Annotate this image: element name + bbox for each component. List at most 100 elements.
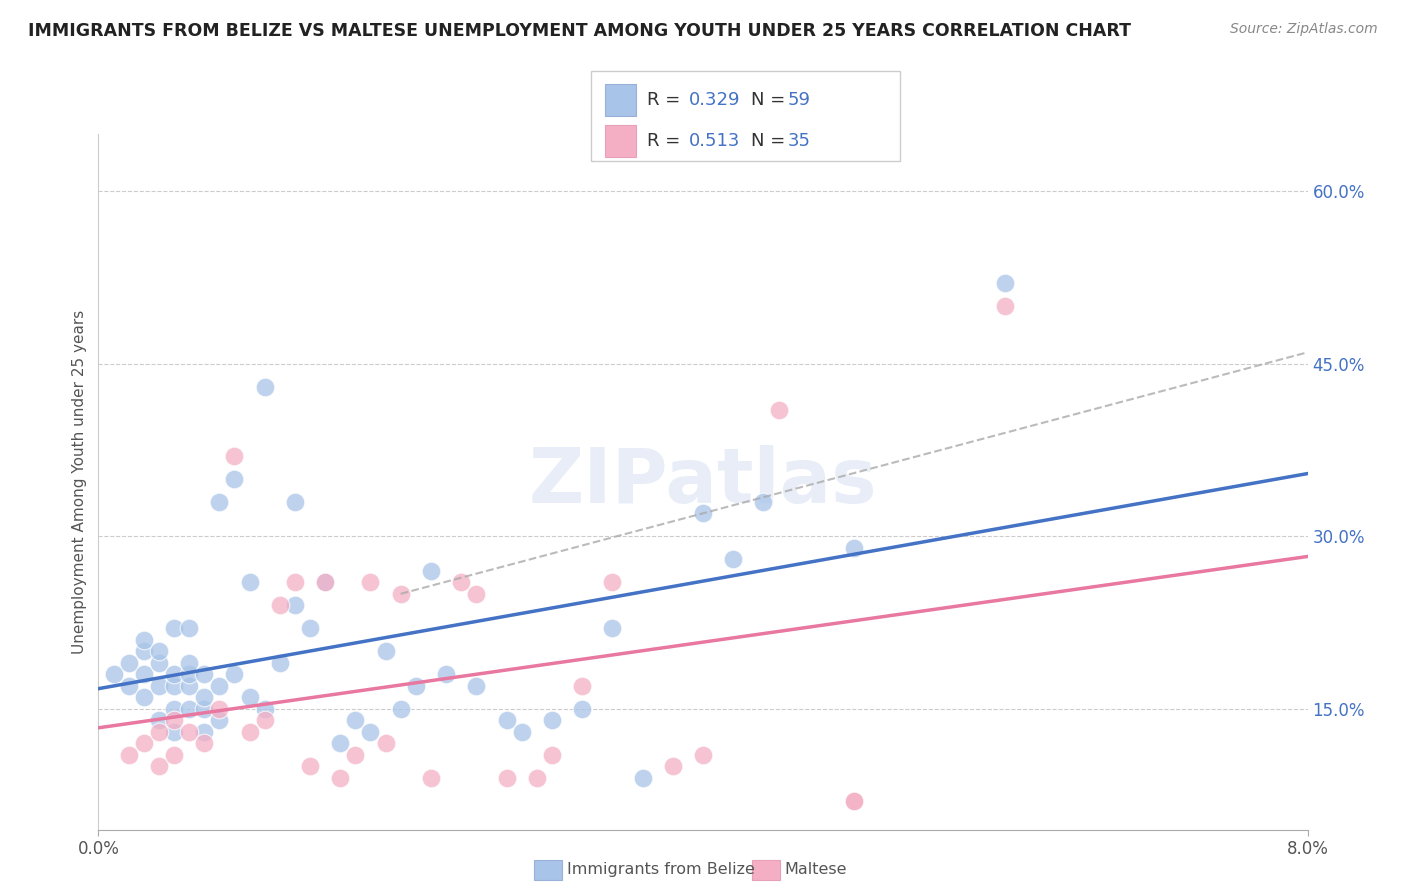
Point: [118, 679, 141, 693]
Point: [253, 714, 276, 728]
Point: [132, 690, 155, 705]
Point: [994, 299, 1017, 313]
Point: [179, 679, 201, 693]
Text: R =: R =: [647, 91, 686, 109]
Point: [193, 690, 215, 705]
Point: [526, 771, 548, 785]
Point: [329, 736, 352, 750]
Point: [179, 667, 201, 681]
Point: [420, 564, 443, 578]
Point: [374, 644, 396, 658]
Point: [374, 736, 396, 750]
Point: [118, 747, 141, 762]
Point: [193, 724, 215, 739]
Point: [844, 794, 866, 808]
Point: [269, 656, 291, 670]
Point: [450, 575, 472, 590]
Point: [465, 679, 488, 693]
Point: [132, 736, 155, 750]
Text: 0.329: 0.329: [689, 91, 741, 109]
Point: [541, 747, 564, 762]
Point: [844, 541, 866, 555]
Point: [208, 714, 231, 728]
Point: [434, 667, 457, 681]
Point: [163, 724, 186, 739]
Point: [132, 632, 155, 647]
Point: [723, 552, 745, 566]
Point: [148, 724, 170, 739]
Point: [269, 599, 291, 613]
Point: [602, 575, 624, 590]
Point: [602, 621, 624, 635]
Point: [132, 644, 155, 658]
Text: ZIPatlas: ZIPatlas: [529, 445, 877, 518]
Point: [768, 402, 790, 417]
Point: [163, 667, 186, 681]
Text: R =: R =: [647, 132, 686, 150]
Point: [541, 714, 564, 728]
Point: [571, 679, 593, 693]
Point: [148, 656, 170, 670]
Point: [692, 506, 714, 520]
Point: [239, 690, 262, 705]
Point: [193, 667, 215, 681]
Point: [163, 702, 186, 716]
Point: [163, 714, 186, 728]
Y-axis label: Unemployment Among Youth under 25 years: Unemployment Among Youth under 25 years: [72, 310, 87, 654]
Point: [994, 277, 1017, 291]
Point: [179, 656, 201, 670]
Point: [148, 679, 170, 693]
Point: [329, 771, 352, 785]
Point: [465, 587, 488, 601]
Point: [163, 747, 186, 762]
Point: [284, 599, 307, 613]
Point: [389, 702, 412, 716]
Point: [148, 644, 170, 658]
Point: [179, 702, 201, 716]
Point: [752, 495, 775, 509]
Point: [299, 759, 322, 773]
Point: [571, 702, 593, 716]
Text: 35: 35: [787, 132, 810, 150]
Point: [239, 575, 262, 590]
Point: [253, 380, 276, 394]
Text: N =: N =: [751, 91, 790, 109]
Point: [179, 621, 201, 635]
Point: [631, 771, 654, 785]
Point: [284, 575, 307, 590]
Point: [239, 724, 262, 739]
Point: [224, 472, 246, 486]
Point: [314, 575, 336, 590]
Point: [179, 724, 201, 739]
Point: [163, 621, 186, 635]
Point: [224, 449, 246, 463]
Point: [163, 679, 186, 693]
Point: [844, 794, 866, 808]
Point: [193, 736, 215, 750]
Point: [208, 679, 231, 693]
Point: [118, 656, 141, 670]
Point: [510, 724, 533, 739]
Point: [132, 667, 155, 681]
Point: [284, 495, 307, 509]
Text: IMMIGRANTS FROM BELIZE VS MALTESE UNEMPLOYMENT AMONG YOUTH UNDER 25 YEARS CORREL: IMMIGRANTS FROM BELIZE VS MALTESE UNEMPL…: [28, 22, 1130, 40]
Point: [662, 759, 685, 773]
Point: [495, 771, 517, 785]
Text: N =: N =: [751, 132, 790, 150]
Point: [224, 667, 246, 681]
Text: 0.513: 0.513: [689, 132, 741, 150]
Point: [344, 714, 367, 728]
Point: [103, 667, 125, 681]
Text: 59: 59: [787, 91, 810, 109]
Text: Immigrants from Belize: Immigrants from Belize: [567, 863, 755, 877]
Point: [360, 724, 382, 739]
Text: Source: ZipAtlas.com: Source: ZipAtlas.com: [1230, 22, 1378, 37]
Point: [148, 759, 170, 773]
Point: [193, 702, 215, 716]
Point: [253, 702, 276, 716]
Point: [148, 714, 170, 728]
Point: [314, 575, 336, 590]
Point: [344, 747, 367, 762]
Point: [208, 702, 231, 716]
Point: [692, 747, 714, 762]
